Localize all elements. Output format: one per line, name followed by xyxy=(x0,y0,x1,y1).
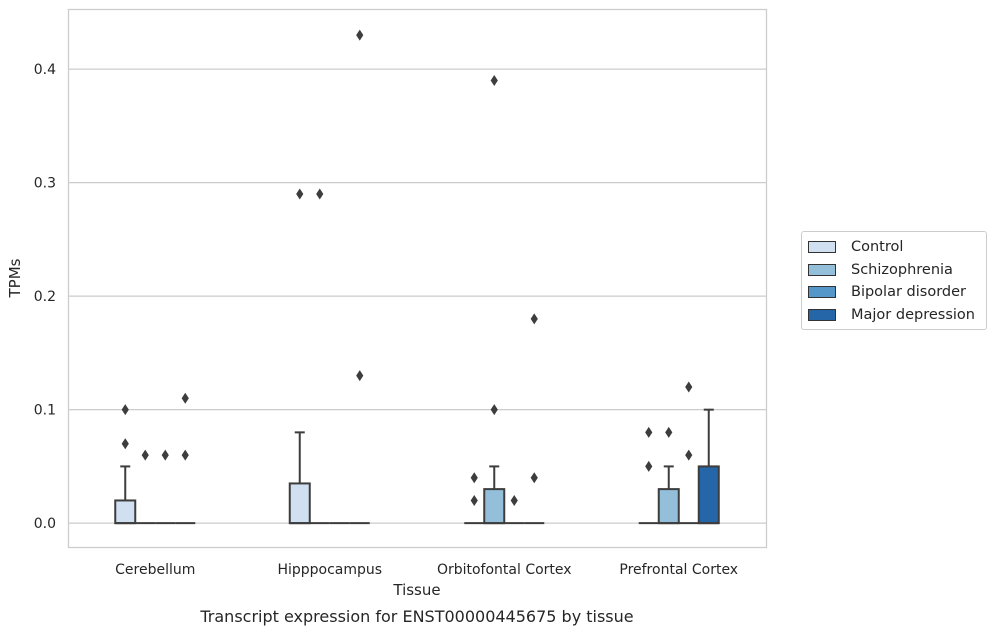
outlier-point xyxy=(645,460,653,472)
box xyxy=(657,488,680,525)
chart-caption: Transcript expression for ENST0000044567… xyxy=(199,607,633,626)
legend-item: Schizophrenia xyxy=(802,259,986,282)
outlier-point xyxy=(470,472,478,484)
y-tick-label: 0.3 xyxy=(34,176,56,192)
legend: Control Schizophrenia Bipolar disorder Majo… xyxy=(801,231,987,330)
legend-swatch xyxy=(808,286,836,299)
y-axis-label: TPMs xyxy=(6,258,24,298)
outlier-point xyxy=(316,188,324,200)
legend-label: Major depression xyxy=(851,306,975,323)
legend-label: Control xyxy=(851,239,904,256)
y-tick-labels: 0.0 0.1 0.2 0.3 0.4 xyxy=(34,62,56,532)
outlier-point xyxy=(490,404,498,416)
grid-lines xyxy=(68,68,766,524)
outlier-point xyxy=(530,313,538,325)
box-group xyxy=(309,188,330,525)
outlier-point xyxy=(356,370,364,382)
y-tick-label: 0.4 xyxy=(34,62,56,78)
box-group xyxy=(114,404,137,525)
box-group xyxy=(678,381,699,525)
box-group xyxy=(175,392,196,525)
legend-swatch xyxy=(808,263,836,276)
x-axis-label: Tissue xyxy=(392,581,440,599)
outlier-point xyxy=(181,449,189,461)
box-layer xyxy=(114,29,720,525)
box xyxy=(483,488,506,525)
x-tick-label: Orbitofontal Cortex xyxy=(437,562,572,578)
legend-item: Control xyxy=(802,236,986,259)
legend-label: Schizophrenia xyxy=(851,261,953,278)
outlier-point xyxy=(470,494,478,506)
outlier-point xyxy=(685,449,693,461)
outlier-point xyxy=(685,381,693,393)
outlier-point xyxy=(356,29,364,41)
box-group xyxy=(288,188,311,525)
legend-swatch xyxy=(808,241,836,254)
outlier-point xyxy=(645,426,653,438)
x-tick-labels: Cerebellum Hipppocampus Orbitofontal Corte… xyxy=(115,562,738,578)
x-tick-label: Cerebellum xyxy=(115,562,195,578)
box xyxy=(114,499,137,525)
outlier-point xyxy=(121,404,129,416)
outlier-point xyxy=(510,494,518,506)
y-tick-label: 0.1 xyxy=(34,403,56,419)
legend-item: Bipolar disorder xyxy=(802,281,986,304)
box-group xyxy=(483,75,506,525)
outlier-point xyxy=(181,392,189,404)
box-group xyxy=(464,472,485,525)
outlier-point xyxy=(141,449,149,461)
legend-label: Bipolar disorder xyxy=(851,284,966,301)
box-group xyxy=(155,449,176,525)
outlier-point xyxy=(665,426,673,438)
outlier-point xyxy=(296,188,304,200)
outlier-point xyxy=(490,75,498,87)
legend-item: Major depression xyxy=(802,304,986,327)
box-group xyxy=(504,494,525,525)
box-group xyxy=(349,29,370,525)
outlier-point xyxy=(161,449,169,461)
box xyxy=(697,465,720,525)
x-tick-label: Hipppocampus xyxy=(277,562,382,578)
box-group xyxy=(135,449,156,525)
box xyxy=(288,482,311,525)
outlier-point xyxy=(530,472,538,484)
y-tick-label: 0.0 xyxy=(34,516,56,532)
box-group xyxy=(697,408,720,525)
plot-frame xyxy=(67,8,768,549)
outlier-point xyxy=(121,438,129,450)
x-tick-label: Prefrontal Cortex xyxy=(619,562,738,578)
legend-swatch xyxy=(808,308,836,321)
box-group xyxy=(638,426,659,525)
box-group xyxy=(657,426,680,525)
box-group xyxy=(524,313,545,525)
y-tick-label: 0.2 xyxy=(34,289,56,305)
